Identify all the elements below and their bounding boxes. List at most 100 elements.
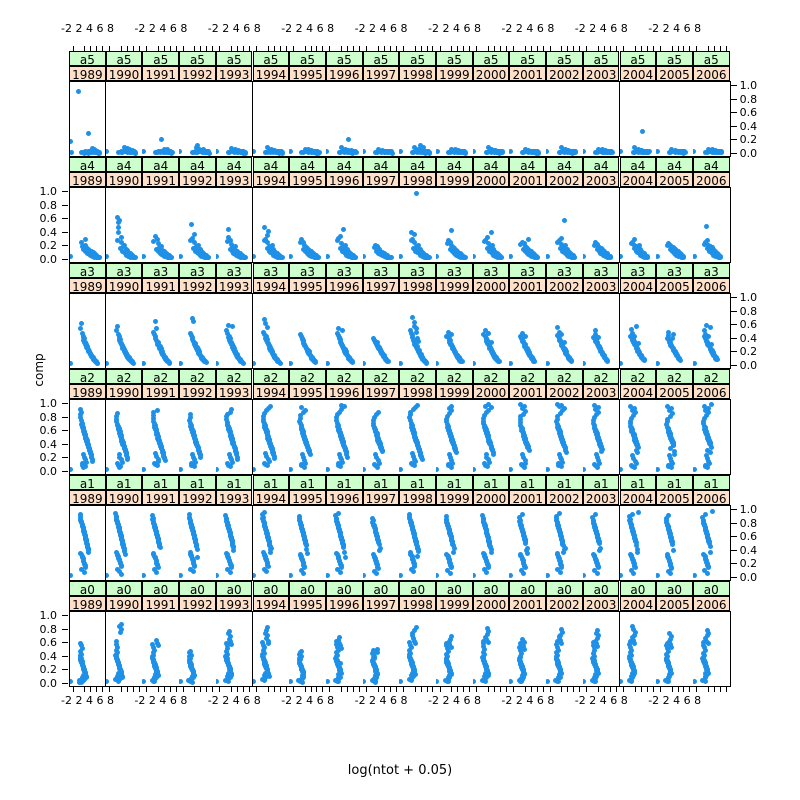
scatter-panel (362, 399, 401, 475)
scatter-panel (325, 81, 364, 157)
strip-row-label-text: a4 (520, 159, 536, 172)
strip-col-label-text: 2001 (512, 598, 543, 611)
strip-row-label-text: a5 (483, 53, 499, 66)
y-axis-tick-label: 0.6 (739, 318, 758, 332)
data-point (362, 466, 366, 472)
strip-row-label-text: a0 (300, 583, 316, 596)
strip-col-label: 1994 (252, 172, 290, 187)
strip-row-label-text: a4 (263, 159, 279, 172)
scatter-panel (215, 505, 254, 581)
data-point (115, 150, 121, 156)
data-point (493, 355, 499, 361)
strip-col-label: 1998 (399, 490, 436, 505)
data-point (709, 341, 715, 347)
data-point (562, 340, 568, 346)
strip-col-label-text: 1998 (402, 492, 433, 505)
data-point (672, 247, 678, 253)
y-axis-tick (62, 443, 68, 445)
strip-row-label: a1 (619, 475, 657, 490)
data-point (268, 146, 274, 152)
data-point (82, 150, 88, 156)
data-point (155, 643, 161, 649)
scatter-panel (69, 399, 106, 475)
data-point (565, 352, 571, 358)
strip-row-label: a4 (252, 157, 290, 172)
strip-col-label: 2001 (509, 66, 547, 81)
data-point (399, 149, 403, 155)
data-point (635, 341, 641, 347)
data-point (556, 329, 562, 335)
data-point (152, 150, 158, 156)
data-point (302, 146, 308, 152)
data-point (155, 241, 161, 247)
scatter-panel (69, 293, 106, 369)
scatter-panel (399, 399, 437, 475)
data-point (670, 345, 676, 351)
data-point (313, 253, 319, 259)
data-point (448, 633, 454, 639)
strip-col-label: 1997 (362, 172, 400, 187)
y-axis-tick (730, 85, 737, 87)
data-point (566, 355, 572, 361)
data-point (190, 674, 196, 680)
data-point (546, 466, 550, 472)
data-point (278, 150, 284, 156)
data-point (156, 538, 162, 544)
scatter-panel (105, 81, 144, 157)
data-point (712, 150, 718, 156)
data-point (384, 358, 390, 364)
data-point (362, 149, 367, 155)
strip-row-label: a3 (509, 263, 547, 278)
data-point (382, 150, 388, 156)
scatter-panel (546, 399, 584, 475)
data-point (675, 150, 681, 156)
data-point (273, 150, 279, 156)
data-point (116, 678, 122, 684)
scatter-panel (399, 187, 437, 263)
data-point (619, 572, 624, 578)
strip-col-label: 2004 (619, 172, 657, 187)
data-point (509, 360, 513, 366)
data-point (497, 253, 503, 259)
data-point (232, 243, 238, 249)
strip-row-label: a4 (656, 157, 693, 172)
data-point (159, 243, 165, 249)
strip-row-label: a3 (142, 263, 180, 278)
scatter-panel (289, 187, 327, 263)
strip-col-label: 2004 (619, 384, 657, 399)
strip-row-label-text: a1 (593, 477, 609, 490)
strip-row-label-text: a4 (667, 159, 683, 172)
data-point (105, 678, 110, 684)
data-point (117, 629, 123, 635)
strip-row-label-text: a0 (116, 583, 132, 596)
strip-row-label-text: a4 (703, 159, 719, 172)
scatter-panel (472, 505, 511, 581)
data-point (179, 678, 183, 684)
data-point (522, 146, 528, 152)
strip-col-label-text: 1991 (145, 386, 176, 399)
data-point (308, 150, 314, 156)
strip-col-label: 1997 (362, 384, 400, 399)
data-point (708, 149, 714, 155)
data-point (81, 570, 87, 575)
data-point (119, 572, 125, 578)
strip-row-label-text: a2 (189, 371, 205, 384)
scatter-panel (142, 293, 181, 369)
data-point (482, 678, 488, 684)
strip-row-label: a2 (325, 369, 363, 384)
data-point (232, 446, 238, 452)
data-point (191, 562, 197, 568)
data-point (227, 570, 233, 575)
strip-row-label: a5 (582, 51, 620, 66)
strip-row-label-text: a0 (226, 583, 242, 596)
strip-row-label-text: a1 (667, 477, 683, 490)
data-point (271, 150, 277, 156)
data-point (105, 360, 110, 366)
strip-row-label-text: a4 (116, 159, 132, 172)
data-point (399, 466, 403, 472)
scatter-panel (179, 187, 217, 263)
strip-col-label: 1993 (215, 384, 253, 399)
y-axis-tick (730, 364, 737, 366)
data-point (472, 678, 477, 684)
strip-col-label: 2001 (509, 490, 547, 505)
